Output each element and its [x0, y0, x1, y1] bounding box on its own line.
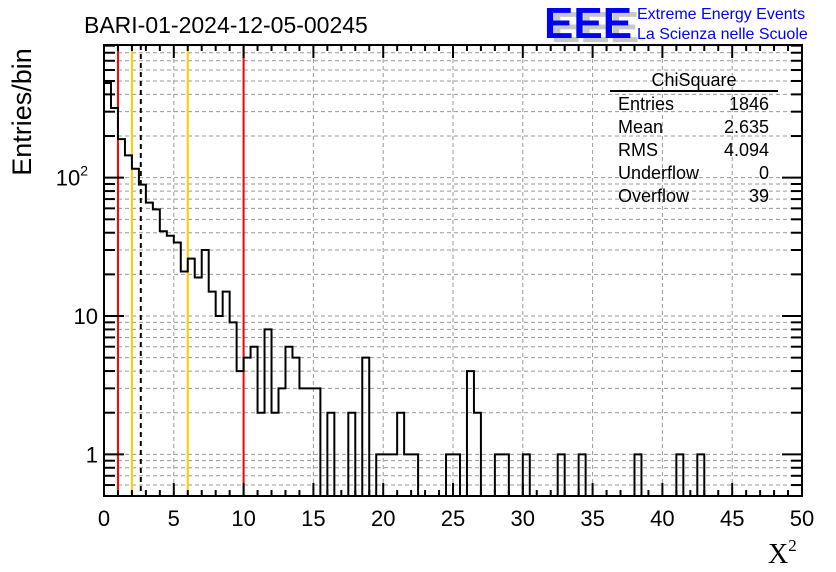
- histogram-bin: [125, 155, 132, 496]
- x-tick-label: 35: [580, 506, 604, 531]
- histogram-bin: [299, 388, 306, 496]
- histogram-bin: [397, 413, 404, 496]
- y-tick-label: 10: [74, 304, 98, 329]
- histogram-bin: [285, 347, 292, 496]
- stats-label: Entries: [618, 94, 674, 114]
- stats-title: ChiSquare: [651, 70, 736, 90]
- histogram-bin: [383, 454, 390, 496]
- histogram-bin: [118, 139, 125, 496]
- x-axis-label-main: X: [768, 539, 788, 570]
- stats-value: 4.094: [724, 140, 769, 160]
- histogram-bin: [348, 413, 355, 496]
- histogram-bin: [195, 277, 202, 496]
- histogram-bin: [181, 271, 188, 496]
- histogram-bin: [292, 358, 299, 496]
- x-tick-label: 40: [650, 506, 674, 531]
- histogram-bin: [376, 454, 383, 496]
- y-tick-label-base: 10: [56, 166, 80, 191]
- histogram-bin: [327, 413, 334, 496]
- histogram-bin: [160, 231, 167, 496]
- histogram-bin: [265, 329, 272, 496]
- x-axis-label-sup: 2: [788, 536, 797, 555]
- y-tick-label-base: 1: [86, 442, 98, 467]
- histogram-bin: [237, 371, 244, 496]
- x-tick-label: 0: [98, 506, 110, 531]
- histogram-bin: [634, 454, 641, 496]
- x-tick-label: 25: [441, 506, 465, 531]
- y-tick-label: 102: [56, 163, 88, 191]
- histogram-bin: [251, 347, 258, 496]
- histogram-bin: [495, 454, 502, 496]
- x-tick-label: 45: [720, 506, 744, 531]
- histogram-bin: [467, 371, 474, 496]
- histogram-bin: [230, 322, 237, 496]
- histogram-bin: [104, 83, 111, 496]
- stats-value: 2.635: [724, 117, 769, 137]
- histogram-bin: [167, 236, 174, 496]
- histogram-bin: [558, 454, 565, 496]
- histogram-bin: [411, 454, 418, 496]
- stats-value: 1846: [729, 94, 769, 114]
- histogram-bin: [258, 413, 265, 496]
- histogram-bin: [474, 413, 481, 496]
- histogram-bin: [306, 388, 313, 496]
- histogram-bin: [111, 108, 118, 496]
- stats-box: ChiSquare Entries 1846 Mean 2.635 RMS 4.094 Un…: [610, 70, 778, 206]
- histogram-bin: [404, 454, 411, 496]
- stats-label: Overflow: [618, 186, 690, 206]
- chart-title: BARI-01-2024-12-05-00245: [84, 12, 368, 38]
- stats-value: 0: [759, 163, 769, 183]
- histogram-bin: [272, 413, 279, 496]
- histogram-bin: [153, 209, 160, 496]
- x-tick-label: 30: [511, 506, 535, 531]
- histogram-bin: [313, 388, 320, 496]
- logo-line1: Extreme Energy Events: [637, 6, 805, 23]
- x-tick-label: 50: [790, 506, 814, 531]
- histogram-bin: [446, 454, 453, 496]
- histogram-bin: [523, 454, 530, 496]
- stats-value: 39: [749, 186, 769, 206]
- histogram-bin: [676, 454, 683, 496]
- y-tick-label-exp: 2: [80, 163, 88, 179]
- histogram-bin: [279, 388, 286, 496]
- histogram-bin: [697, 454, 704, 496]
- x-tick-label: 20: [371, 506, 395, 531]
- histogram-bin: [209, 292, 216, 496]
- x-tick-label: 5: [168, 506, 180, 531]
- stats-label: RMS: [618, 140, 658, 160]
- histogram-bin: [139, 185, 146, 496]
- histogram-bin: [223, 292, 230, 496]
- x-tick-label: 10: [231, 506, 255, 531]
- x-tick-label: 15: [301, 506, 325, 531]
- x-axis-label: X2: [768, 536, 797, 570]
- histogram-bin: [188, 259, 195, 496]
- histogram-bin: [502, 454, 509, 496]
- y-axis-label: Entries/bin: [7, 48, 37, 176]
- histogram-bin: [146, 203, 153, 496]
- y-tick-label-base: 10: [74, 304, 98, 329]
- histogram-bin: [202, 250, 209, 496]
- y-tick-label: 1: [86, 442, 98, 467]
- histogram-bin: [174, 242, 181, 496]
- logo-eee: EEE: [544, 0, 632, 48]
- logo-line2: La Scienza nelle Scuole: [637, 26, 808, 43]
- histogram-bin: [216, 316, 223, 496]
- histogram-bin: [390, 454, 397, 496]
- stats-label: Mean: [618, 117, 663, 137]
- histogram-bin: [453, 454, 460, 496]
- logo: EEE Extreme Energy Events La Scienza nel…: [544, 0, 808, 48]
- histogram-bin: [132, 169, 139, 496]
- plot-frame: [103, 44, 803, 497]
- stats-label: Underflow: [618, 163, 700, 183]
- histogram-bin: [244, 358, 251, 496]
- histogram-bin: [579, 454, 586, 496]
- histogram-bin: [362, 358, 369, 496]
